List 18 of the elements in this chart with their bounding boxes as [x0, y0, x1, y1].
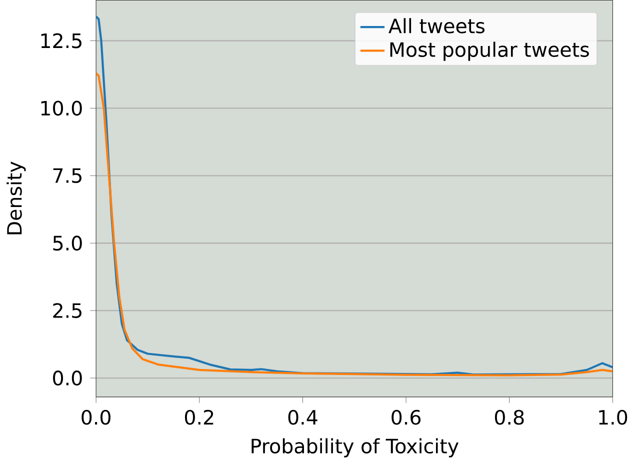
x-tick-label: 0.8: [494, 410, 524, 425]
x-tick-label: 0.4: [288, 410, 318, 425]
y-tick-label: 12.5: [41, 33, 82, 48]
y-tick-label: 7.5: [53, 168, 82, 184]
x-tick-label: 0.2: [184, 410, 214, 425]
y-tick-label: 2.5: [53, 303, 82, 318]
legend-label: Most popular tweets: [390, 42, 589, 61]
line-series: [96, 15, 613, 376]
y-tick-label: 10.0: [41, 100, 82, 116]
x-tick-label: 0.0: [82, 410, 110, 425]
y-tick-label: 5.0: [53, 236, 82, 251]
x-axis-title: Probability of Toxicity: [252, 438, 458, 458]
x-tick-label: 0.6: [392, 410, 421, 425]
line-series: [96, 72, 613, 376]
legend-label: All tweets: [388, 18, 484, 34]
x-tick-label: 1.0: [599, 410, 628, 425]
y-axis-title: Density: [6, 162, 26, 234]
y-tick-label: 0.0: [53, 370, 82, 386]
